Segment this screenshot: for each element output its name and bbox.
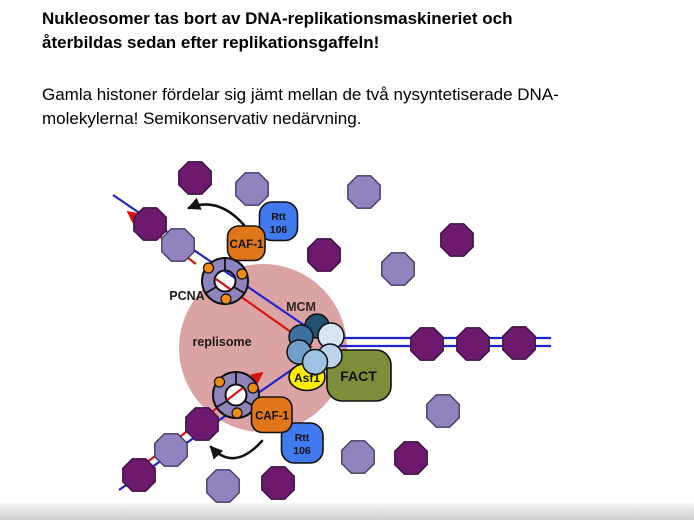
nucleosome-dark xyxy=(394,441,428,475)
nucleosome-dark xyxy=(440,223,474,257)
rtt106-upper-label-line1: Rtt xyxy=(271,211,286,223)
caf1-box-upper xyxy=(226,225,266,262)
fact-label: FACT xyxy=(340,368,377,384)
nucleosome-light xyxy=(426,394,460,428)
caf1-lower-label: CAF-1 xyxy=(255,411,289,423)
pcna-ring-lower xyxy=(212,371,260,419)
nucleosome-dark xyxy=(261,466,295,500)
rtt106-lower-label-line2: 106 xyxy=(293,445,311,457)
nucleosome-layer xyxy=(122,161,536,503)
nucleosome-dark xyxy=(122,458,156,492)
pcna-subunit-dots xyxy=(202,262,248,305)
caf1-box-lower xyxy=(250,396,293,434)
nucleosome-dark xyxy=(185,407,219,441)
nucleosome-dark xyxy=(456,327,490,361)
mcm-subunit-circle xyxy=(301,348,329,376)
slide-bottom-edge xyxy=(0,503,694,520)
pcna-label: PCNA xyxy=(169,289,204,303)
nucleosome-light xyxy=(341,440,375,474)
nucleosome-dark xyxy=(307,238,341,272)
slide-body-line2: molekylerna! Semikonservativ nedärvning. xyxy=(42,109,362,128)
nucleosome-dark xyxy=(502,326,536,360)
nucleosome-light xyxy=(206,469,240,503)
nucleosome-dark xyxy=(410,327,444,361)
nucleosome-light xyxy=(381,252,415,286)
mcm-helicase-circles xyxy=(286,313,345,376)
rtt106-box-upper xyxy=(258,201,299,242)
rtt106-lower-label-line1: Rtt xyxy=(295,432,310,444)
histone-recycle-arrow-lower xyxy=(209,439,264,460)
histone-recycle-arrow-upper xyxy=(187,197,246,227)
nucleosome-dark xyxy=(133,207,167,241)
nucleosome-light xyxy=(235,172,269,206)
nucleosome-dark xyxy=(178,161,212,195)
nucleosome-light xyxy=(154,433,188,467)
nucleosome-light xyxy=(161,228,195,262)
caf1-upper-label: CAF-1 xyxy=(230,239,264,251)
rtt106-upper-label-line2: 106 xyxy=(270,224,288,236)
pcna-subunit-dots xyxy=(213,376,259,419)
pcna-ring-upper xyxy=(201,257,249,305)
slide-heading: Nukleosomer tas bort av DNA-replikations… xyxy=(42,7,652,55)
fact-box xyxy=(326,349,392,402)
replisome-label: replisome xyxy=(192,335,251,349)
slide-body-text: Gamla histoner fördelar sig jämt mellan … xyxy=(42,83,652,131)
asf1-label: Asf1 xyxy=(294,371,320,385)
mcm-label: MCM xyxy=(286,300,316,314)
nucleosome-light xyxy=(347,175,381,209)
rtt106-box-lower xyxy=(280,422,324,464)
slide-heading-line1: Nukleosomer tas bort av DNA-replikations… xyxy=(42,9,513,28)
slide-heading-line2: återbildas sedan efter replikationsgaffe… xyxy=(42,33,380,52)
slide-body-line1: Gamla histoner fördelar sig jämt mellan … xyxy=(42,85,559,104)
